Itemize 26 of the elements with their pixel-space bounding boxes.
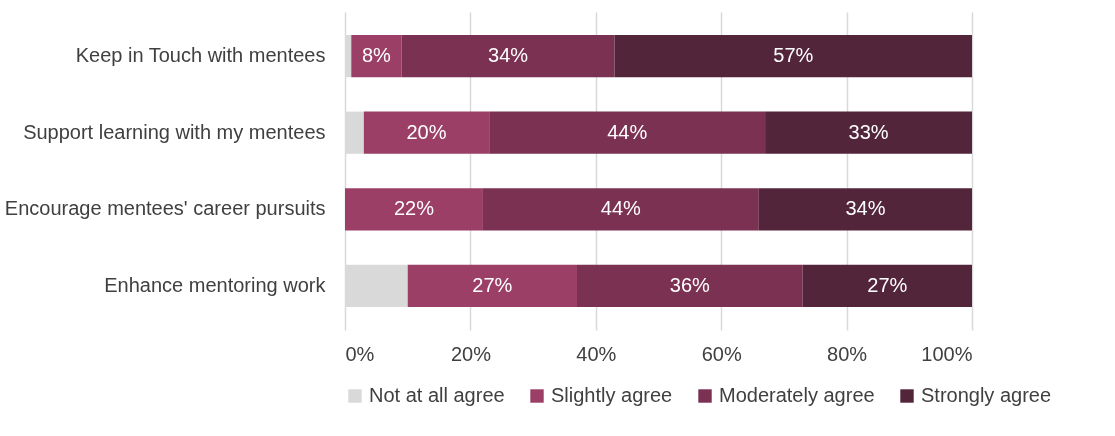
- x-tick-label: 60%: [701, 342, 742, 365]
- legend-label: Strongly agree: [921, 384, 1052, 406]
- data-label: 44%: [607, 120, 648, 143]
- x-tick-label: 40%: [576, 342, 617, 365]
- y-tick-label: Enhance mentoring work: [104, 273, 327, 296]
- data-label: 34%: [845, 197, 886, 220]
- legend-label: Slightly agree: [551, 384, 673, 406]
- data-label: 36%: [669, 273, 711, 296]
- data-label: 33%: [848, 120, 889, 143]
- x-tick-label: 0%: [345, 342, 375, 365]
- data-label: 34%: [488, 44, 529, 67]
- legend-label: Not at all agree: [369, 384, 505, 406]
- x-tick-label: 20%: [450, 342, 492, 365]
- y-tick-label: Keep in Touch with mentees: [75, 44, 326, 67]
- y-tick-label: Encourage mentees' career pursuits: [4, 197, 326, 220]
- legend-label: Moderately agree: [719, 384, 875, 406]
- x-tick-label: 80%: [827, 342, 868, 365]
- data-label: 8%: [361, 44, 392, 67]
- data-label: 20%: [406, 120, 447, 143]
- x-tick-label: 100%: [921, 342, 973, 365]
- data-label: 57%: [773, 44, 814, 67]
- data-label: 22%: [393, 197, 435, 220]
- data-label: 27%: [867, 273, 908, 296]
- data-label: 27%: [472, 273, 513, 296]
- data-label: 44%: [600, 197, 642, 220]
- y-tick-label: Support learning with my mentees: [23, 120, 326, 143]
